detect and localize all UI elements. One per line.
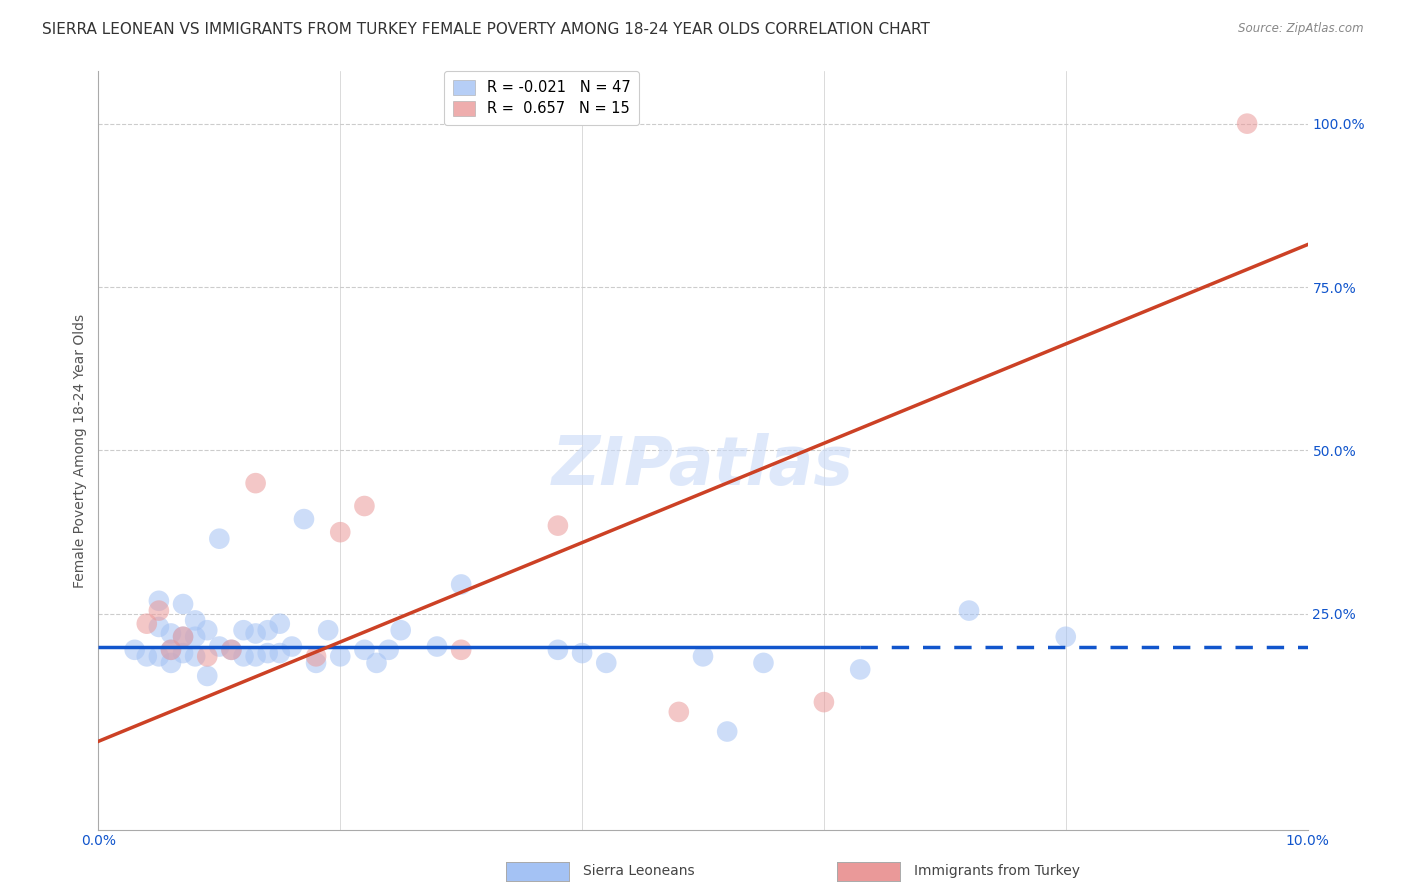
Point (160, 642, 183, 657)
Point (450, 577, 472, 591)
Point (752, 656, 775, 670)
Y-axis label: Female Poverty Among 18-24 Year Olds: Female Poverty Among 18-24 Year Olds (73, 313, 87, 588)
Point (269, 646, 291, 660)
Point (256, 624, 278, 638)
Point (124, 642, 146, 657)
Point (135, 616, 157, 631)
Point (160, 626, 183, 640)
Text: SIERRA LEONEAN VS IMMIGRANTS FROM TURKEY FEMALE POVERTY AMONG 18-24 YEAR OLDS CO: SIERRA LEONEAN VS IMMIGRANTS FROM TURKEY… (42, 22, 929, 37)
Point (595, 656, 617, 670)
Point (426, 640, 449, 654)
Point (353, 499, 375, 513)
Legend: R = -0.021   N = 47, R =  0.657   N = 15: R = -0.021 N = 47, R = 0.657 N = 15 (444, 71, 640, 125)
Text: Sierra Leoneans: Sierra Leoneans (583, 864, 695, 879)
Point (232, 624, 254, 638)
Text: ZIPatlas: ZIPatlas (553, 433, 853, 499)
Point (1236, 117, 1258, 131)
Point (208, 640, 231, 654)
Point (221, 642, 243, 657)
Point (292, 512, 315, 526)
Point (232, 649, 254, 664)
Point (716, 724, 738, 739)
Point (353, 642, 375, 657)
Point (256, 646, 278, 660)
Point (172, 630, 194, 644)
Point (849, 662, 872, 676)
Point (389, 624, 412, 638)
Point (184, 614, 207, 628)
Point (148, 604, 170, 618)
Point (172, 597, 194, 611)
Point (547, 518, 569, 533)
Point (160, 642, 183, 657)
Point (281, 640, 304, 654)
Point (668, 705, 690, 719)
Point (172, 630, 194, 644)
Point (245, 476, 267, 491)
Point (957, 604, 980, 618)
Point (813, 695, 835, 709)
Point (160, 656, 183, 670)
Point (377, 642, 399, 657)
Point (329, 649, 352, 664)
Text: Source: ZipAtlas.com: Source: ZipAtlas.com (1239, 22, 1364, 36)
Point (148, 649, 170, 664)
Point (305, 656, 328, 670)
Point (269, 616, 291, 631)
Point (172, 646, 194, 660)
Point (245, 649, 267, 664)
Point (184, 649, 207, 664)
Point (245, 626, 267, 640)
Point (316, 624, 339, 638)
Point (1054, 630, 1077, 644)
Point (571, 646, 593, 660)
Point (305, 649, 328, 664)
Point (329, 525, 352, 540)
Text: Immigrants from Turkey: Immigrants from Turkey (914, 864, 1080, 879)
Point (148, 594, 170, 608)
Point (366, 656, 388, 670)
Point (450, 642, 472, 657)
Point (692, 649, 714, 664)
Point (547, 642, 569, 657)
Point (184, 630, 207, 644)
Point (221, 642, 243, 657)
Point (195, 669, 218, 683)
Point (148, 620, 170, 634)
Point (195, 649, 218, 664)
Point (195, 624, 218, 638)
Point (208, 532, 231, 546)
Point (135, 649, 157, 664)
